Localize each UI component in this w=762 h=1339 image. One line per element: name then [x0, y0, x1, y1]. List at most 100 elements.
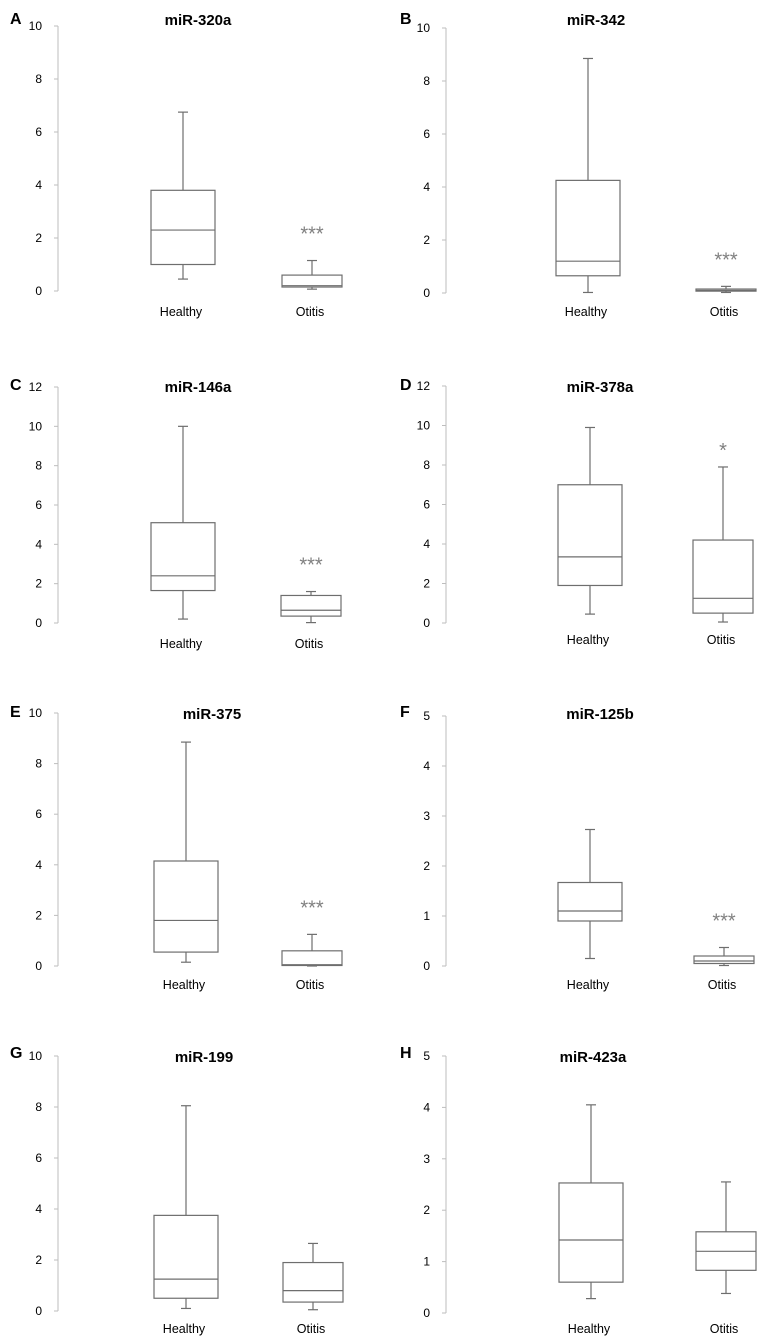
panel-f-y-tick-label: 1 — [423, 909, 430, 923]
panel-a-letter: A — [10, 11, 22, 28]
panel-g-otitis-box — [282, 1261, 344, 1303]
panel-b-healthy-label: Healthy — [565, 305, 608, 319]
panel-c-letter: C — [10, 377, 22, 394]
panel-f-title: miR-125b — [566, 706, 634, 723]
panel-c-y-tick-label: 0 — [35, 616, 42, 630]
panel-a-healthy-box — [150, 189, 216, 266]
panel-f-otitis-label: Otitis — [708, 978, 736, 992]
panel-e-y-tick-label: 2 — [35, 908, 42, 922]
panel-e-otitis-significance: *** — [300, 897, 324, 919]
panel-f-y-tick-label: 4 — [423, 759, 430, 773]
panel-a-otitis-box — [281, 274, 343, 288]
panel-e-y-tick-label: 8 — [35, 757, 42, 771]
panel-c-otitis-significance: *** — [299, 555, 323, 577]
panel-b-title: miR-342 — [567, 12, 625, 29]
panel-f-y-tick-label: 5 — [423, 709, 430, 723]
panel-d-otitis-significance: * — [719, 440, 727, 462]
panel-h-title: miR-423a — [560, 1049, 627, 1066]
panel-f-y-tick-label: 3 — [423, 809, 430, 823]
panel-c-y-tick-label: 12 — [29, 380, 43, 394]
panel-d-y-tick-label: 8 — [423, 458, 430, 472]
panel-b-y-tick-label: 6 — [423, 127, 430, 141]
panel-c-y-tick-label: 8 — [35, 459, 42, 473]
panel-a-y-tick-label: 10 — [29, 19, 43, 33]
panel-b-y-tick-label: 0 — [423, 286, 430, 300]
panel-h-healthy-box — [558, 1182, 624, 1283]
panel-b-healthy-box — [555, 179, 621, 277]
panel-e-letter: E — [10, 704, 21, 721]
panel-g-y-tick-label: 2 — [35, 1253, 42, 1267]
panel-f-letter: F — [400, 704, 410, 721]
panel-b-otitis-significance: *** — [714, 249, 738, 271]
panel-b-y-tick-label: 10 — [417, 21, 431, 35]
panel-c-title: miR-146a — [165, 379, 232, 396]
panel-g-y-tick-label: 10 — [29, 1049, 43, 1063]
panel-d-letter: D — [400, 377, 412, 394]
panel-b-otitis-label: Otitis — [710, 305, 738, 319]
panel-h-y-tick-label: 2 — [423, 1203, 430, 1217]
panel-h-y-tick-label: 5 — [423, 1049, 430, 1063]
panel-g-y-tick-label: 4 — [35, 1202, 42, 1216]
panel-c-otitis-label: Otitis — [295, 637, 323, 651]
panel-e-title: miR-375 — [183, 706, 241, 723]
panel-d-y-tick-label: 4 — [423, 537, 430, 551]
panel-f-y-tick-label: 2 — [423, 859, 430, 873]
panel-g-letter: G — [10, 1045, 22, 1062]
panel-g-y-tick-label: 6 — [35, 1151, 42, 1165]
panel-h-y-tick-label: 3 — [423, 1152, 430, 1166]
panel-g-healthy-label: Healthy — [163, 1322, 206, 1336]
panel-f-otitis-significance: *** — [712, 911, 736, 933]
panel-h-letter: H — [400, 1045, 412, 1062]
panel-g-healthy-box — [153, 1214, 219, 1299]
panel-c-y-tick-label: 2 — [35, 577, 42, 591]
panel-c-y-tick-label: 6 — [35, 498, 42, 512]
panel-c-y-tick-label: 4 — [35, 537, 42, 551]
panel-h-y-tick-label: 4 — [423, 1100, 430, 1114]
panel-a-y-tick-label: 8 — [35, 72, 42, 86]
panel-d-otitis-label: Otitis — [707, 633, 735, 647]
panel-f-healthy-label: Healthy — [567, 978, 610, 992]
panel-h-otitis-label: Otitis — [710, 1322, 738, 1336]
panel-c-otitis-box — [280, 594, 342, 617]
panel-a-otitis-significance: *** — [300, 224, 324, 246]
panel-e-y-tick-label: 4 — [35, 858, 42, 872]
panel-e-y-tick-label: 6 — [35, 807, 42, 821]
panel-c-y-tick-label: 10 — [29, 419, 43, 433]
panel-d-healthy-label: Healthy — [567, 633, 610, 647]
panel-b-y-tick-label: 8 — [423, 74, 430, 88]
panel-a-y-tick-label: 0 — [35, 284, 42, 298]
panel-g-y-tick-label: 8 — [35, 1100, 42, 1114]
panel-d-y-tick-label: 12 — [417, 379, 431, 393]
panel-d-y-tick-label: 6 — [423, 498, 430, 512]
panel-a-y-tick-label: 4 — [35, 178, 42, 192]
panel-e-healthy-label: Healthy — [163, 978, 206, 992]
panel-g-otitis-label: Otitis — [297, 1322, 325, 1336]
panel-a-y-tick-label: 6 — [35, 125, 42, 139]
panel-g-title: miR-199 — [175, 1049, 233, 1066]
panel-d-y-tick-label: 0 — [423, 616, 430, 630]
panel-e-healthy-box — [153, 860, 219, 953]
panel-h-y-tick-label: 0 — [423, 1306, 430, 1320]
panel-f-y-tick-label: 0 — [423, 959, 430, 973]
panel-b-letter: B — [400, 11, 412, 28]
panel-e-otitis-label: Otitis — [296, 978, 324, 992]
panel-d-y-tick-label: 2 — [423, 577, 430, 591]
panel-d-title: miR-378a — [567, 379, 634, 396]
panel-b-y-tick-label: 4 — [423, 180, 430, 194]
panel-d-healthy-box — [557, 484, 623, 587]
panel-g-y-tick-label: 0 — [35, 1304, 42, 1318]
panel-d-otitis-box — [692, 539, 754, 614]
panel-a-title: miR-320a — [165, 12, 232, 29]
panel-a-otitis-label: Otitis — [296, 305, 324, 319]
panel-e-y-tick-label: 0 — [35, 959, 42, 973]
panel-c-healthy-box — [150, 522, 216, 592]
panel-d-y-tick-label: 10 — [417, 419, 431, 433]
panel-e-y-tick-label: 10 — [29, 706, 43, 720]
panel-a-y-tick-label: 2 — [35, 231, 42, 245]
panel-h-healthy-label: Healthy — [568, 1322, 611, 1336]
panel-h-y-tick-label: 1 — [423, 1255, 430, 1269]
panel-f-healthy-box — [557, 881, 623, 922]
panel-a-healthy-label: Healthy — [160, 305, 203, 319]
panel-f-otitis-box — [693, 955, 755, 965]
